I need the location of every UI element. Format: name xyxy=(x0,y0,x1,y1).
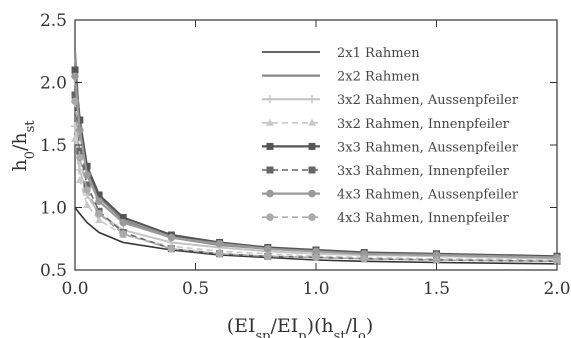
y-tick-label: 0.5 xyxy=(40,261,67,281)
y-tick-label: 1.5 xyxy=(40,136,67,156)
data-point xyxy=(264,252,272,261)
legend-marker xyxy=(266,95,274,104)
legend-marker xyxy=(266,142,274,150)
legend-label: 2x1 Rahmen xyxy=(337,46,420,61)
data-point xyxy=(75,166,84,174)
legend-marker xyxy=(308,213,316,221)
data-point xyxy=(119,229,127,238)
legend-marker xyxy=(266,213,274,221)
x-tick-label: 0.0 xyxy=(61,279,88,299)
data-point xyxy=(312,247,320,256)
legend-entry: 3x2 Rahmen, Innenpfeiler xyxy=(262,117,510,132)
legend-marker xyxy=(308,166,316,174)
legend-label: 4x3 Rahmen, Innenpfeiler xyxy=(337,211,510,226)
y-tick-label: 1.0 xyxy=(40,199,67,219)
legend-label: 3x3 Rahmen, Aussenpfeiler xyxy=(337,140,519,155)
legend-label: 2x2 Rahmen xyxy=(337,70,420,85)
legend: 2x1 Rahmen 2x2 Rahmen 3x2 Rahmen, Aussenpf… xyxy=(262,46,519,226)
series-line xyxy=(73,76,558,259)
legend-label: 4x3 Rahmen, Aussenpfeiler xyxy=(337,188,519,203)
legend-marker xyxy=(308,142,316,150)
data-point xyxy=(119,214,127,221)
series-1 xyxy=(74,207,558,265)
y-tick-label: 2.0 xyxy=(40,74,67,94)
x-tick-label: 1.0 xyxy=(302,279,329,299)
data-point xyxy=(95,216,104,223)
data-point xyxy=(167,244,176,253)
legend-label: 3x2 Rahmen, Aussenpfeiler xyxy=(337,93,519,108)
y-axis-title: h0/hst xyxy=(9,120,38,172)
legend-entry: 2x2 Rahmen xyxy=(262,70,420,85)
data-point xyxy=(215,239,224,248)
legend-entry: 2x1 Rahmen xyxy=(262,46,420,61)
series-7 xyxy=(71,72,561,262)
x-tick-label: 2.0 xyxy=(543,279,570,299)
x-axis-title: (EIsp/EIp)(hst/lo) xyxy=(227,315,374,338)
legend-marker xyxy=(308,189,316,198)
data-point xyxy=(95,209,103,218)
x-tick-label: 0.5 xyxy=(182,279,209,299)
data-point xyxy=(432,256,441,264)
data-point xyxy=(167,233,176,242)
tick-layer: 0.0 0.5 1.0 1.5 2.00.51.01.52.02.5 xyxy=(40,11,571,299)
data-point xyxy=(264,244,272,253)
x-tick-label: 1.5 xyxy=(423,279,450,299)
series-8 xyxy=(71,97,561,266)
legend-label: 3x2 Rahmen, Innenpfeiler xyxy=(337,117,510,132)
data-point xyxy=(75,176,84,183)
data-point xyxy=(95,191,103,199)
data-point xyxy=(83,201,92,208)
data-point xyxy=(83,181,91,189)
series-line xyxy=(74,138,558,261)
data-point xyxy=(83,171,91,179)
legend-entry: 3x3 Rahmen, Innenpfeiler xyxy=(262,164,510,179)
data-point xyxy=(83,162,91,170)
data-point xyxy=(312,253,320,262)
legend-marker xyxy=(308,95,316,104)
data-point xyxy=(553,257,561,266)
legend-marker xyxy=(308,118,316,126)
legend-entry: 3x3 Rahmen, Aussenpfeiler xyxy=(262,140,519,155)
series-line xyxy=(73,69,558,258)
legend-label: 3x3 Rahmen, Innenpfeiler xyxy=(337,164,510,179)
data-point xyxy=(95,197,103,206)
data-point xyxy=(83,186,91,194)
series-layer xyxy=(71,51,561,266)
legend-marker xyxy=(266,189,274,198)
legend-marker xyxy=(266,166,274,174)
data-point xyxy=(215,249,224,258)
series-line xyxy=(74,94,558,263)
data-point xyxy=(76,153,84,162)
data-point xyxy=(71,134,79,142)
data-point xyxy=(71,66,79,74)
legend-entry: 4x3 Rahmen, Aussenpfeiler xyxy=(262,188,519,203)
series-line xyxy=(74,101,558,263)
y-tick-label: 2.5 xyxy=(40,11,67,31)
legend-marker xyxy=(266,118,274,126)
data-point xyxy=(71,72,79,81)
legend-entry: 4x3 Rahmen, Innenpfeiler xyxy=(262,211,510,226)
legend-entry: 3x2 Rahmen, Aussenpfeiler xyxy=(262,93,519,108)
data-point xyxy=(71,91,79,99)
series-line xyxy=(74,207,558,265)
data-point xyxy=(71,97,79,106)
data-point xyxy=(119,218,127,227)
data-point xyxy=(360,254,369,263)
